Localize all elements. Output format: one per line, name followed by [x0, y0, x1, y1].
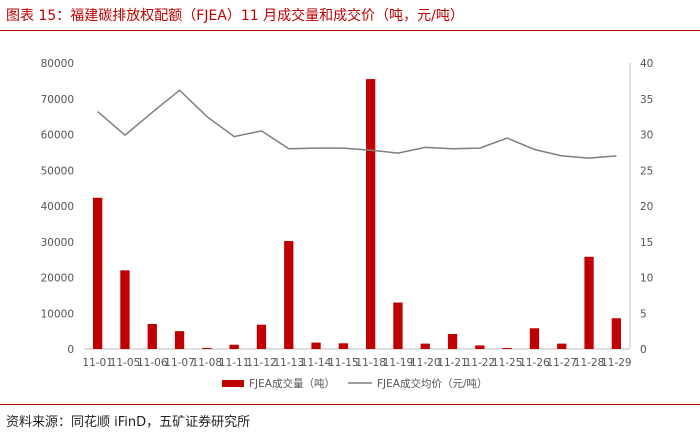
- combo-chart: 0 10000 20000 30000 40000 50000 60000 70000 8000…: [41, 58, 654, 390]
- y2-tick-label: 25: [640, 165, 653, 177]
- volume-bar: [284, 241, 294, 349]
- x-tick-label: 11-13: [273, 357, 304, 369]
- y2-tick-label: 10: [640, 273, 653, 285]
- y-tick-label: 20000: [41, 273, 74, 285]
- x-tick-label: 11-29: [601, 357, 632, 369]
- volume-bar: [229, 344, 239, 349]
- y-tick-label: 30000: [41, 237, 74, 249]
- x-tick-label: 11-15: [328, 357, 359, 369]
- x-tick-label: 11-14: [301, 357, 332, 369]
- x-tick-label: 11-25: [492, 357, 523, 369]
- volume-bar: [174, 331, 185, 349]
- x-tick-label: 11-01: [82, 357, 113, 369]
- volume-bar: [502, 347, 512, 349]
- x-tick-label: 11-07: [164, 357, 195, 369]
- volume-bar: [475, 345, 485, 349]
- x-tick-label: 11-11: [219, 357, 250, 369]
- x-tick-label: 11-19: [383, 357, 414, 369]
- volume-bar: [420, 343, 430, 349]
- y-tick-label: 10000: [41, 308, 74, 320]
- y-tick-label: 80000: [41, 58, 74, 70]
- volume-bar: [93, 197, 103, 349]
- legend-swatch-volume: [222, 380, 244, 387]
- y-tick-label: 60000: [41, 130, 74, 142]
- x-tick-label: 11-28: [574, 357, 605, 369]
- y2-tick-label: 35: [640, 94, 653, 106]
- y-tick-label: 70000: [41, 94, 74, 106]
- y-tick-label: 50000: [41, 165, 74, 177]
- x-tick-label: 11-22: [465, 357, 496, 369]
- y2-tick-label: 30: [640, 130, 653, 142]
- chart-title: 图表 15：福建碳排放权配额（FJEA）11 月成交量和成交价（吨，元/吨）: [6, 8, 464, 24]
- volume-bar: [311, 342, 321, 349]
- volume-bar: [557, 343, 567, 349]
- volume-bar: [584, 256, 594, 349]
- volume-bar: [611, 318, 621, 349]
- x-tick-label: 11-21: [437, 357, 468, 369]
- volume-bar: [256, 324, 267, 349]
- x-tick-label: 11-20: [410, 357, 441, 369]
- price-line: [97, 89, 617, 159]
- y2-tick-label: 40: [640, 58, 653, 70]
- volume-bar: [393, 302, 403, 349]
- source-note: 资料来源：同花顺 iFinD，五矿证券研究所: [6, 415, 251, 430]
- x-tick-label: 11-18: [355, 357, 386, 369]
- x-tick-label: 11-08: [192, 357, 223, 369]
- x-tick-label: 11-05: [110, 357, 141, 369]
- volume-bar: [120, 270, 130, 349]
- volume-bar: [529, 328, 540, 349]
- volume-bar: [366, 79, 376, 350]
- volume-bar: [338, 343, 348, 349]
- y2-tick-label: 0: [640, 344, 647, 356]
- source-divider: [0, 404, 700, 405]
- x-tick-label: 11-27: [546, 357, 577, 369]
- legend-label-price: FJEA成交均价（元/吨）: [377, 377, 488, 390]
- title-divider: [0, 30, 700, 31]
- volume-bar: [447, 333, 458, 349]
- x-tick-label: 11-06: [137, 357, 168, 369]
- volume-bar: [147, 323, 157, 349]
- y-tick-label: 0: [67, 344, 74, 356]
- y2-tick-label: 20: [640, 201, 653, 213]
- x-tick-label: 11-12: [246, 357, 277, 369]
- y2-tick-label: 5: [640, 308, 647, 320]
- legend-label-volume: FJEA成交量（吨）: [249, 377, 335, 390]
- volume-bar: [202, 347, 212, 349]
- y-tick-label: 40000: [41, 201, 74, 213]
- y2-tick-label: 15: [640, 237, 653, 249]
- x-tick-label: 11-26: [519, 357, 550, 369]
